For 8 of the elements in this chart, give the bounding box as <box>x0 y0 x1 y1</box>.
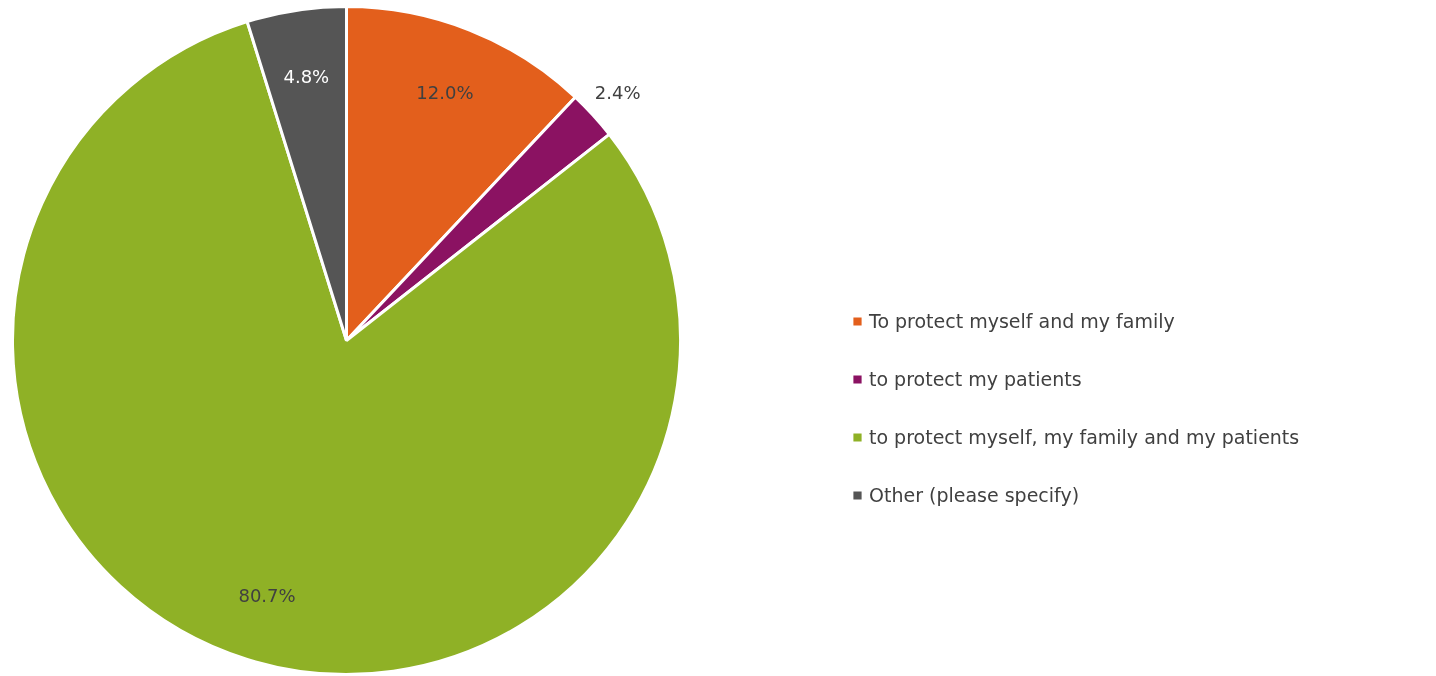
legend-label: To protect myself and my family <box>869 310 1175 332</box>
legend-label: to protect my patients <box>869 368 1082 390</box>
legend-label: Other (please specify) <box>869 484 1080 506</box>
data-label: 12.0% <box>416 81 474 103</box>
data-label: 2.4% <box>594 82 641 104</box>
data-label: 4.8% <box>283 65 330 87</box>
data-label: 80.7% <box>238 585 296 607</box>
legend-label: to protect myself, my family and my patients <box>869 426 1300 448</box>
